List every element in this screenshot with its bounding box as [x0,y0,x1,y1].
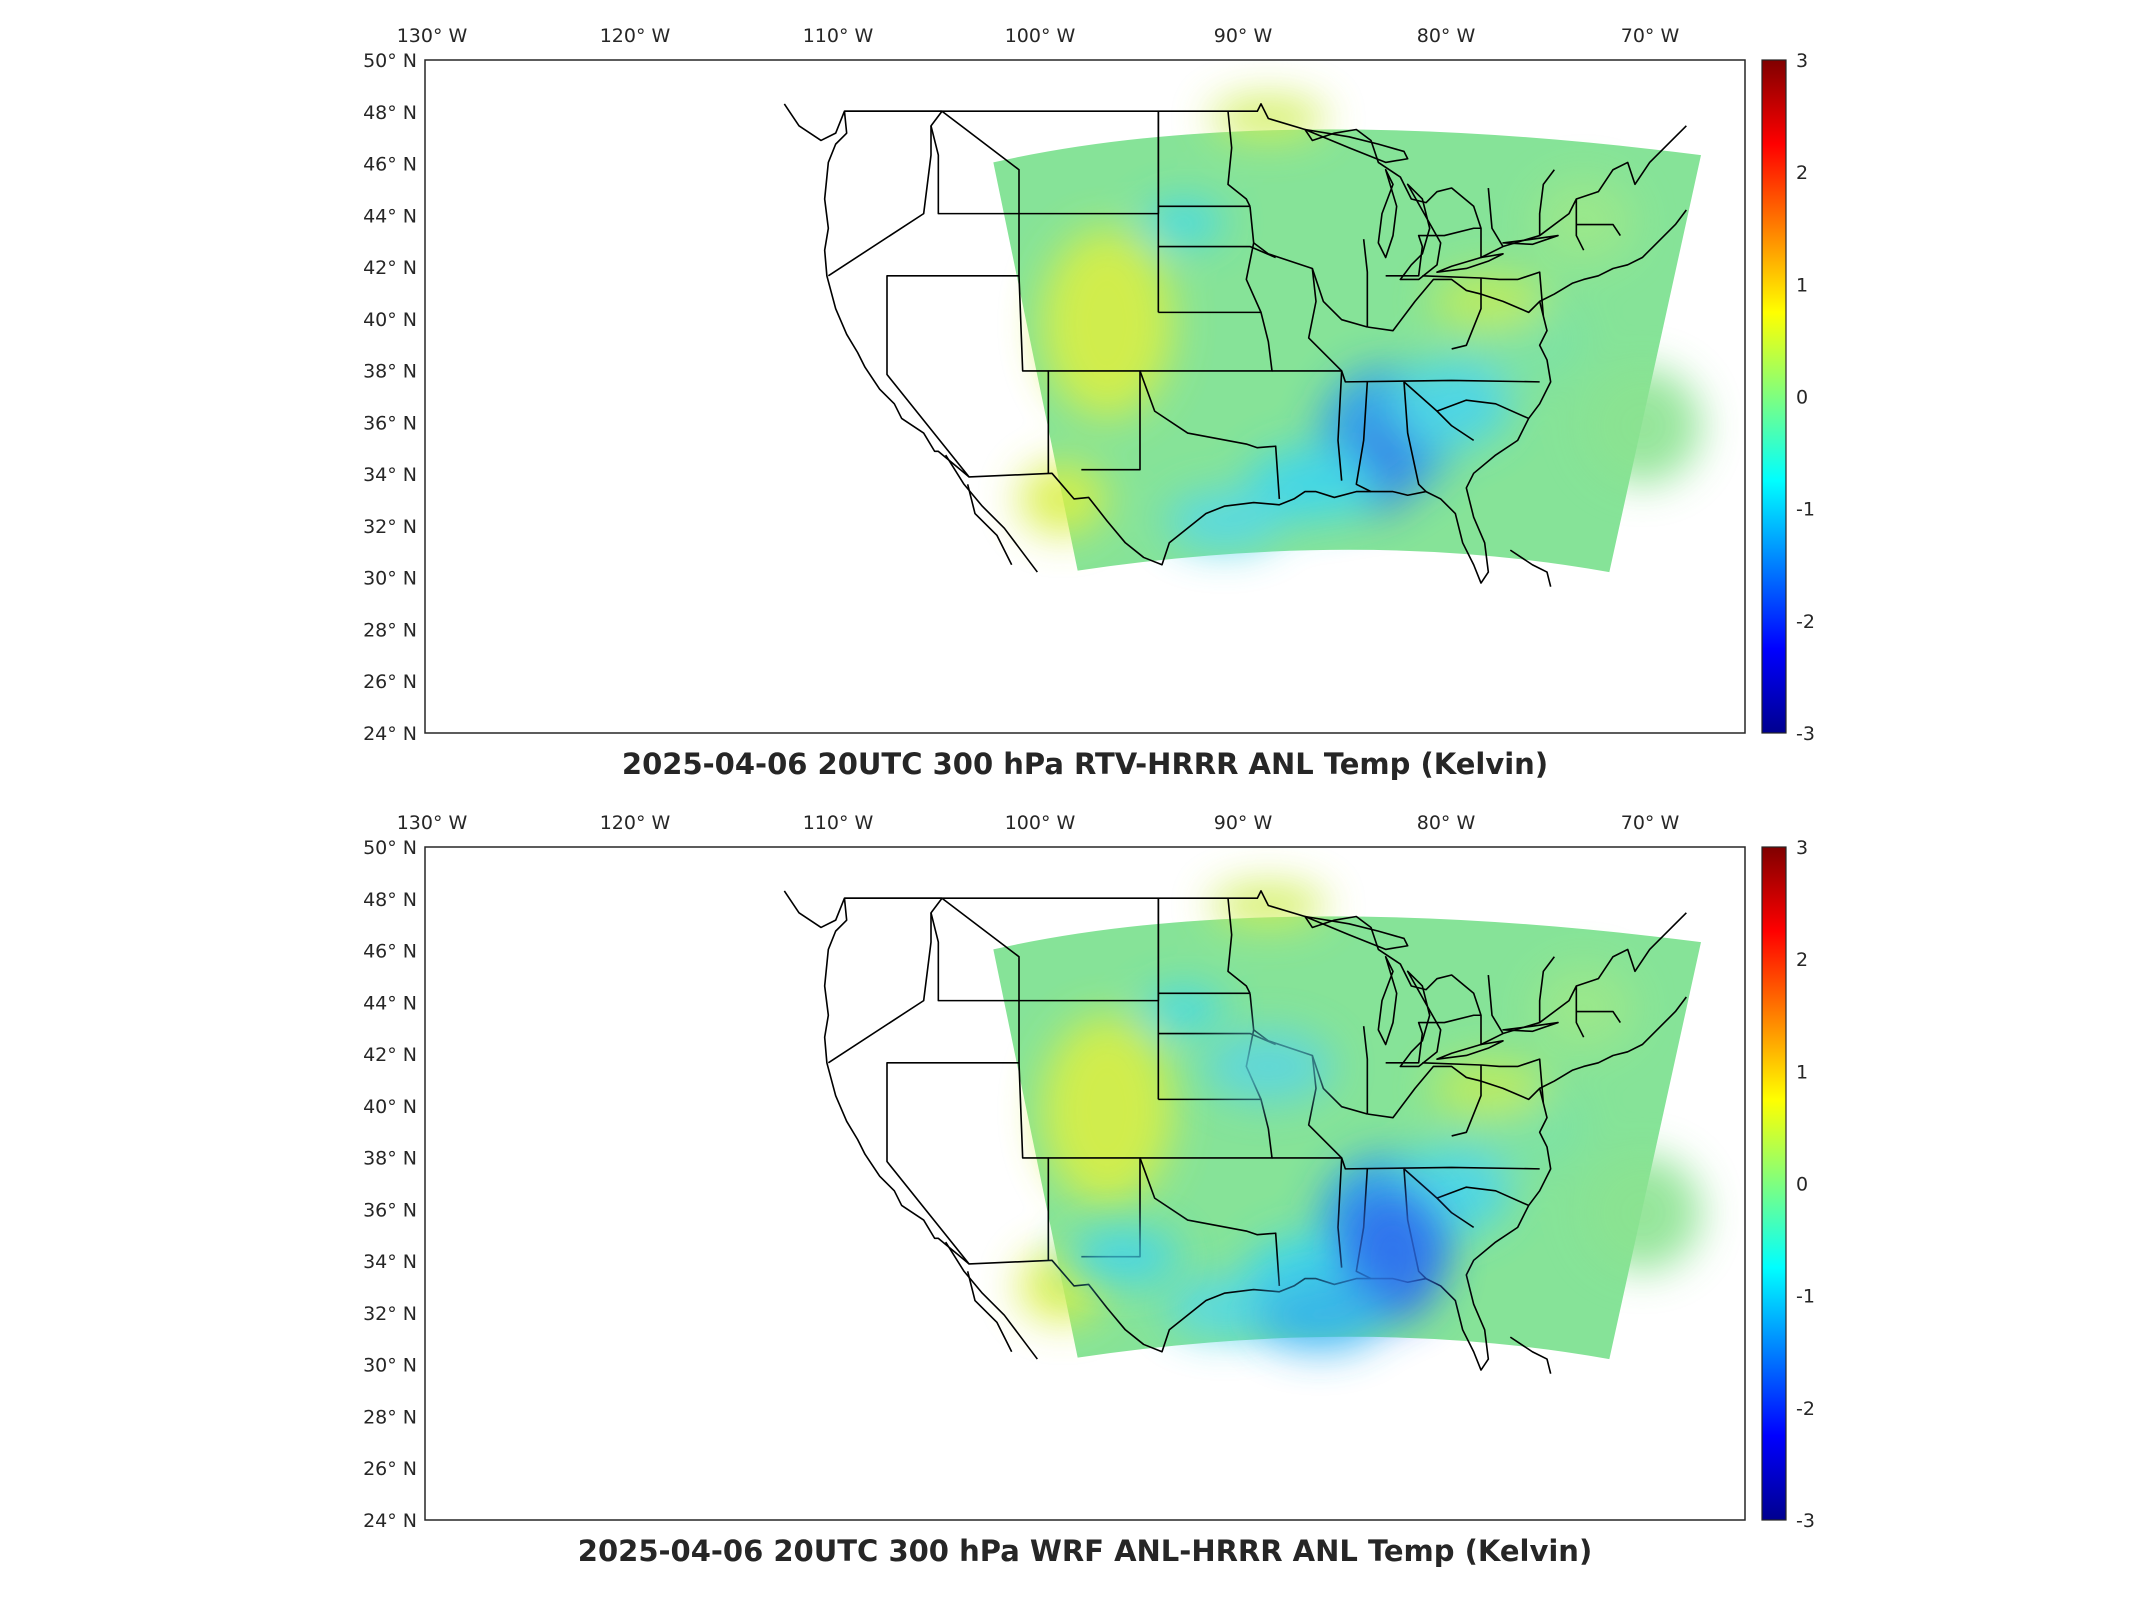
lat-tick-label: 40° N [363,1096,417,1118]
lon-tick-label: 80° W [1417,25,1476,47]
lon-tick-label: 130° W [397,812,468,834]
lat-tick-label: 32° N [363,516,417,538]
lat-tick-label: 30° N [363,1355,417,1377]
lat-tick-label: 44° N [363,992,417,1014]
lat-tick-label: 42° N [363,1044,417,1066]
colorbar-tick-label: -3 [1796,1510,1815,1532]
colorbar-2 [1761,846,1787,1521]
colorbar-tick-label: -3 [1796,723,1815,745]
colorbar-tick-label: 3 [1796,50,1808,72]
colorbar-tick-label: 2 [1796,949,1808,971]
lat-tick-label: 50° N [363,837,417,859]
colorbar-tick-label: 2 [1796,162,1808,184]
lat-tick-label: 48° N [363,102,417,124]
colorbar-tick-label: 1 [1796,1061,1808,1083]
lat-tick-label: 38° N [363,1148,417,1170]
lon-tick-label: 70° W [1621,812,1680,834]
lat-tick-label: 46° N [363,154,417,176]
colorbar-tick-label: 0 [1796,1174,1808,1196]
panel-title: 2025-04-06 20UTC 300 hPa RTV-HRRR ANL Te… [622,747,1548,781]
map-panel-1 [424,59,1746,734]
lon-tick-label: 130° W [397,25,468,47]
map-frame-2 [424,846,1746,1521]
lon-tick-label: 90° W [1214,25,1273,47]
panel-title: 2025-04-06 20UTC 300 hPa WRF ANL-HRRR AN… [578,1534,1592,1568]
lat-tick-label: 36° N [363,412,417,434]
colorbar-tick-label: 1 [1796,274,1808,296]
lat-tick-label: 46° N [363,941,417,963]
lat-tick-label: 40° N [363,309,417,331]
lat-tick-label: 50° N [363,50,417,72]
lat-tick-label: 30° N [363,568,417,590]
lon-tick-label: 90° W [1214,812,1273,834]
lat-tick-label: 34° N [363,1251,417,1273]
lon-tick-label: 100° W [1005,25,1076,47]
lon-tick-label: 120° W [600,812,671,834]
colorbar-tick-label: -1 [1796,1286,1815,1308]
lat-tick-label: 36° N [363,1199,417,1221]
lon-tick-label: 70° W [1621,25,1680,47]
map-panel-2 [424,846,1746,1521]
lat-tick-label: 26° N [363,1458,417,1480]
lon-tick-label: 100° W [1005,812,1076,834]
lat-tick-label: 24° N [363,1510,417,1532]
lat-tick-label: 28° N [363,1406,417,1428]
colorbar-tick-label: -2 [1796,1398,1815,1420]
lat-tick-label: 32° N [363,1303,417,1325]
lat-tick-label: 42° N [363,257,417,279]
lat-tick-label: 26° N [363,671,417,693]
lat-tick-label: 38° N [363,361,417,383]
lat-tick-label: 48° N [363,889,417,911]
colorbar-tick-label: 3 [1796,837,1808,859]
lat-tick-label: 44° N [363,205,417,227]
colorbar-tick-label: -1 [1796,499,1815,521]
colorbar-tick-label: -2 [1796,611,1815,633]
lat-tick-label: 24° N [363,723,417,745]
lon-tick-label: 120° W [600,25,671,47]
map-frame-1 [424,59,1746,734]
colorbar-1 [1761,59,1787,734]
lon-tick-label: 110° W [803,25,874,47]
lat-tick-label: 34° N [363,464,417,486]
lon-tick-label: 80° W [1417,812,1476,834]
colorbar-tick-label: 0 [1796,387,1808,409]
lat-tick-label: 28° N [363,619,417,641]
lon-tick-label: 110° W [803,812,874,834]
